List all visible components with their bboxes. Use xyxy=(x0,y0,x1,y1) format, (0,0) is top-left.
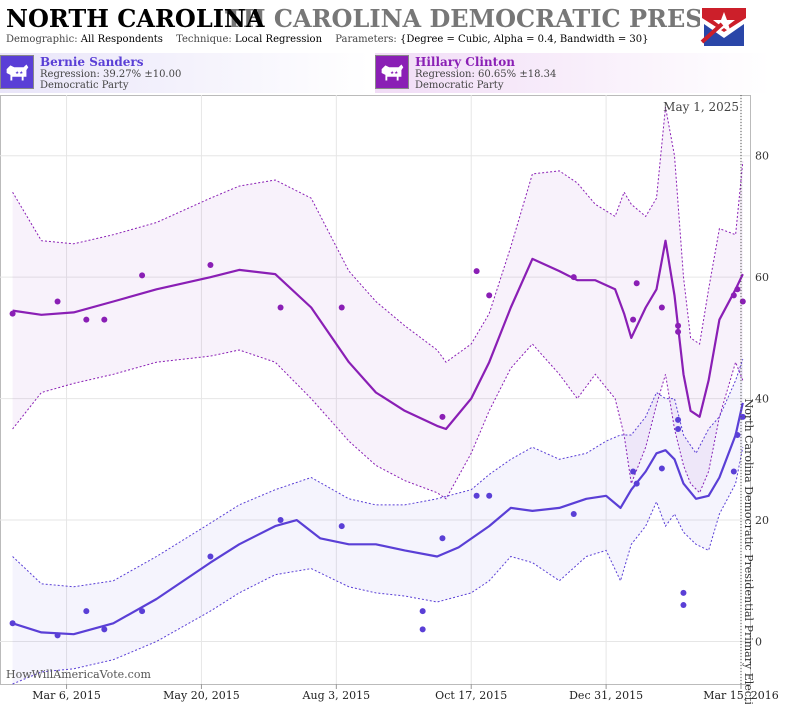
y-tick-label: 40 xyxy=(755,393,769,406)
poll-point xyxy=(734,432,741,439)
poll-point xyxy=(207,553,214,560)
democratic-donkey-icon: ★★ xyxy=(375,55,409,89)
poll-point xyxy=(419,608,426,615)
poll-point xyxy=(277,517,284,524)
confidence-band xyxy=(12,107,743,499)
y-tick-label: 20 xyxy=(755,514,769,527)
candidate-party: Democratic Party xyxy=(415,80,504,91)
poll-point xyxy=(680,589,687,596)
flag-logo-icon xyxy=(700,2,748,50)
poll-point xyxy=(439,535,446,542)
poll-point xyxy=(730,292,737,299)
poll-point xyxy=(630,316,637,323)
poll-point xyxy=(633,280,640,287)
candidate-legend: ★★ Bernie Sanders Regression: 39.27% ±10… xyxy=(0,53,789,93)
poll-point xyxy=(338,523,345,530)
parameters-value: {Degree = Cubic, Alpha = 0.4, Bandwidth … xyxy=(400,34,649,45)
poll-chart: 0 20 40 60 80 Mar 6, 2015 May 20, 2015 Aug 3, 2… xyxy=(0,95,779,708)
trend-line xyxy=(12,402,744,636)
poll-point xyxy=(419,626,426,633)
poll-point xyxy=(338,304,345,311)
poll-point xyxy=(658,304,665,311)
watermark: HowWillAmericaVote.com xyxy=(6,668,151,681)
confidence-band xyxy=(12,359,743,684)
poll-point xyxy=(658,465,665,472)
date-marker-label: May 1, 2025 xyxy=(663,100,739,114)
x-tick-label: Mar 6, 2015 xyxy=(32,689,101,702)
poll-point xyxy=(486,292,493,299)
technique-label: Technique: xyxy=(176,34,232,45)
poll-point xyxy=(739,413,746,420)
candidate-regression: Regression: 60.65% ±18.34 xyxy=(415,69,557,80)
poll-point xyxy=(277,304,284,311)
poll-point xyxy=(139,272,146,279)
poll-point xyxy=(570,274,577,281)
poll-point xyxy=(570,510,577,517)
technique-value: Local Regression xyxy=(234,34,323,45)
poll-point xyxy=(675,425,682,432)
poll-point xyxy=(675,416,682,423)
election-vertical-label: North Carolina Democratic Presidential P… xyxy=(742,399,755,704)
trend-line xyxy=(12,239,744,431)
poll-point xyxy=(734,286,741,293)
svg-text:★★: ★★ xyxy=(15,70,24,76)
band-lower-line xyxy=(12,343,744,500)
poll-point xyxy=(675,328,682,335)
poll-point xyxy=(730,468,737,475)
y-tick-label: 80 xyxy=(755,150,769,163)
x-tick-label: May 20, 2015 xyxy=(163,689,240,702)
candidate-regression: Regression: 39.27% ±10.00 xyxy=(40,69,182,80)
candidate-card-clinton[interactable]: ★★ Hillary Clinton Regression: 60.65% ±1… xyxy=(375,53,770,93)
candidate-card-sanders[interactable]: ★★ Bernie Sanders Regression: 39.27% ±10… xyxy=(0,53,370,93)
poll-point xyxy=(83,316,90,323)
poll-point xyxy=(9,310,16,317)
poll-point xyxy=(54,632,61,639)
band-lower-line xyxy=(12,447,744,685)
poll-point xyxy=(207,262,214,269)
header: TH CAROLINA DEMOCRATIC PRESIDENTIAL P NO… xyxy=(0,0,789,52)
poll-point xyxy=(633,480,640,487)
poll-point xyxy=(54,298,61,305)
democratic-donkey-icon: ★★ xyxy=(0,55,34,89)
x-tick-label: Oct 17, 2015 xyxy=(435,689,507,702)
parameters-label: Parameters: xyxy=(335,34,397,45)
poll-point xyxy=(83,608,90,615)
demographic-value: All Respondents xyxy=(80,34,163,45)
band-upper-line xyxy=(12,107,744,363)
candidate-name: Bernie Sanders xyxy=(40,55,144,69)
x-tick-label: Mar 15, 2016 xyxy=(703,689,779,702)
poll-point xyxy=(101,316,108,323)
svg-text:★★: ★★ xyxy=(390,70,399,76)
poll-point xyxy=(439,413,446,420)
y-tick-label: 60 xyxy=(755,271,769,284)
poll-point xyxy=(139,608,146,615)
poll-point xyxy=(486,492,493,499)
demographic-label: Demographic: xyxy=(6,34,78,45)
chart-area: 0 20 40 60 80 Mar 6, 2015 May 20, 2015 Aug 3, 2… xyxy=(0,95,789,708)
poll-point xyxy=(680,602,687,609)
x-tick-label: Dec 31, 2015 xyxy=(569,689,643,702)
poll-point xyxy=(630,468,637,475)
poll-point xyxy=(101,626,108,633)
poll-point xyxy=(473,492,480,499)
candidate-party: Democratic Party xyxy=(40,80,129,91)
candidate-name: Hillary Clinton xyxy=(415,55,515,69)
title-ghost: TH CAROLINA DEMOCRATIC PRESIDENTIAL P xyxy=(225,4,735,33)
x-tick-label: Aug 3, 2015 xyxy=(302,689,371,702)
parameters-bar: Demographic: All Respondents Technique: … xyxy=(6,34,659,45)
poll-point xyxy=(473,268,480,275)
poll-point xyxy=(9,620,16,627)
page-title: NORTH CAROLINA xyxy=(6,4,265,33)
poll-point xyxy=(675,322,682,329)
y-tick-label: 0 xyxy=(755,635,762,648)
